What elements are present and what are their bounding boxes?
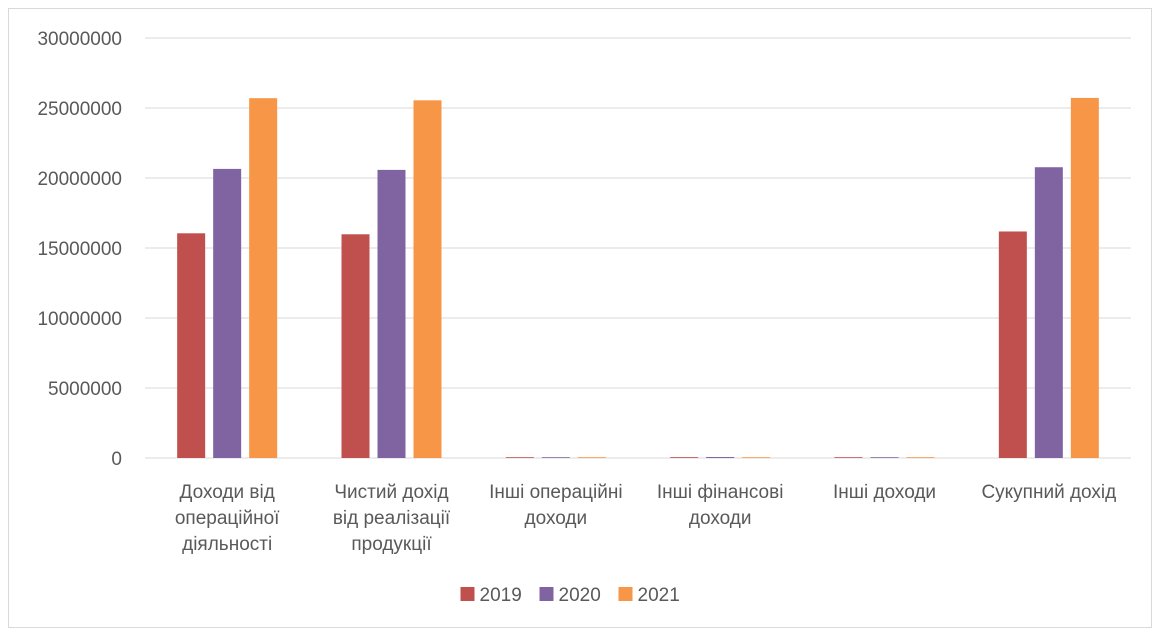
y-tick-label: 20000000 [37, 169, 122, 190]
category-label-line: Чистий дохід [334, 482, 448, 503]
bar-2019-cat-2 [505, 457, 534, 458]
category-label: Інші фінансові доходи [657, 482, 784, 529]
category-label-line: Доходи від [180, 482, 275, 503]
legend-swatch-2019 [460, 587, 475, 601]
category-label-line: діяльності [182, 534, 272, 555]
bar-2019-cat-1 [341, 234, 370, 458]
legend-label-2019: 2019 [480, 585, 522, 606]
bar-2020-cat-1 [377, 169, 406, 458]
category-label-line: продукції [351, 534, 432, 555]
category-label: Інші доходи [833, 482, 936, 503]
bars [177, 97, 1099, 459]
y-tick-label: 5000000 [48, 379, 122, 400]
x-axis-categories: Доходи від операційної діяльності Чистий до… [175, 482, 1116, 555]
category-label-line: Сукупний дохід [981, 482, 1116, 503]
bar-2020-cat-4 [870, 457, 899, 458]
bar-2019-cat-5 [998, 231, 1027, 458]
y-axis-ticks: 0 5000000 10000000 15000000 20000000 25000000… [37, 29, 122, 470]
y-tick-label: 15000000 [37, 239, 122, 260]
bar-2020-cat-3 [706, 457, 735, 458]
bar-2019-cat-4 [834, 457, 863, 458]
category-label: Доходи від операційної діяльності [175, 482, 280, 555]
category-label: Інші операційні доходи [489, 482, 623, 529]
bar-2021-cat-4 [906, 457, 935, 458]
category-label-line: Інші доходи [833, 482, 936, 503]
gridlines [145, 37, 1131, 459]
category-label-line: Інші фінансові [657, 482, 784, 503]
legend-label-2020: 2020 [559, 585, 601, 606]
category-label-line: від реалізації [333, 508, 451, 529]
bar-2020-cat-0 [213, 168, 242, 458]
bar-2020-cat-5 [1034, 167, 1063, 458]
bar-2021-cat-0 [249, 98, 278, 458]
category-label-line: доходи [689, 508, 752, 529]
category-label-line: Інші операційні [489, 482, 623, 503]
legend-swatch-2021 [618, 587, 633, 601]
y-tick-label: 0 [111, 449, 122, 470]
y-tick-label: 25000000 [37, 99, 122, 120]
bar-2019-cat-3 [670, 457, 699, 458]
legend: 2019 2020 2021 [460, 585, 680, 606]
y-tick-label: 10000000 [37, 309, 122, 330]
category-label: Чистий дохід від реалізації продукції [333, 482, 451, 555]
bar-2021-cat-1 [413, 100, 442, 459]
bar-2021-cat-2 [577, 457, 606, 458]
category-label: Сукупний дохід [981, 482, 1116, 503]
bar-2021-cat-3 [742, 457, 771, 458]
category-label-line: доходи [525, 508, 588, 529]
bar-2019-cat-0 [177, 233, 206, 458]
bar-2021-cat-5 [1070, 97, 1099, 459]
legend-swatch-2020 [539, 587, 554, 601]
y-tick-label: 30000000 [37, 29, 122, 50]
legend-label-2021: 2021 [638, 585, 680, 606]
category-label-line: операційної [175, 508, 280, 529]
bar-2020-cat-2 [541, 457, 570, 458]
